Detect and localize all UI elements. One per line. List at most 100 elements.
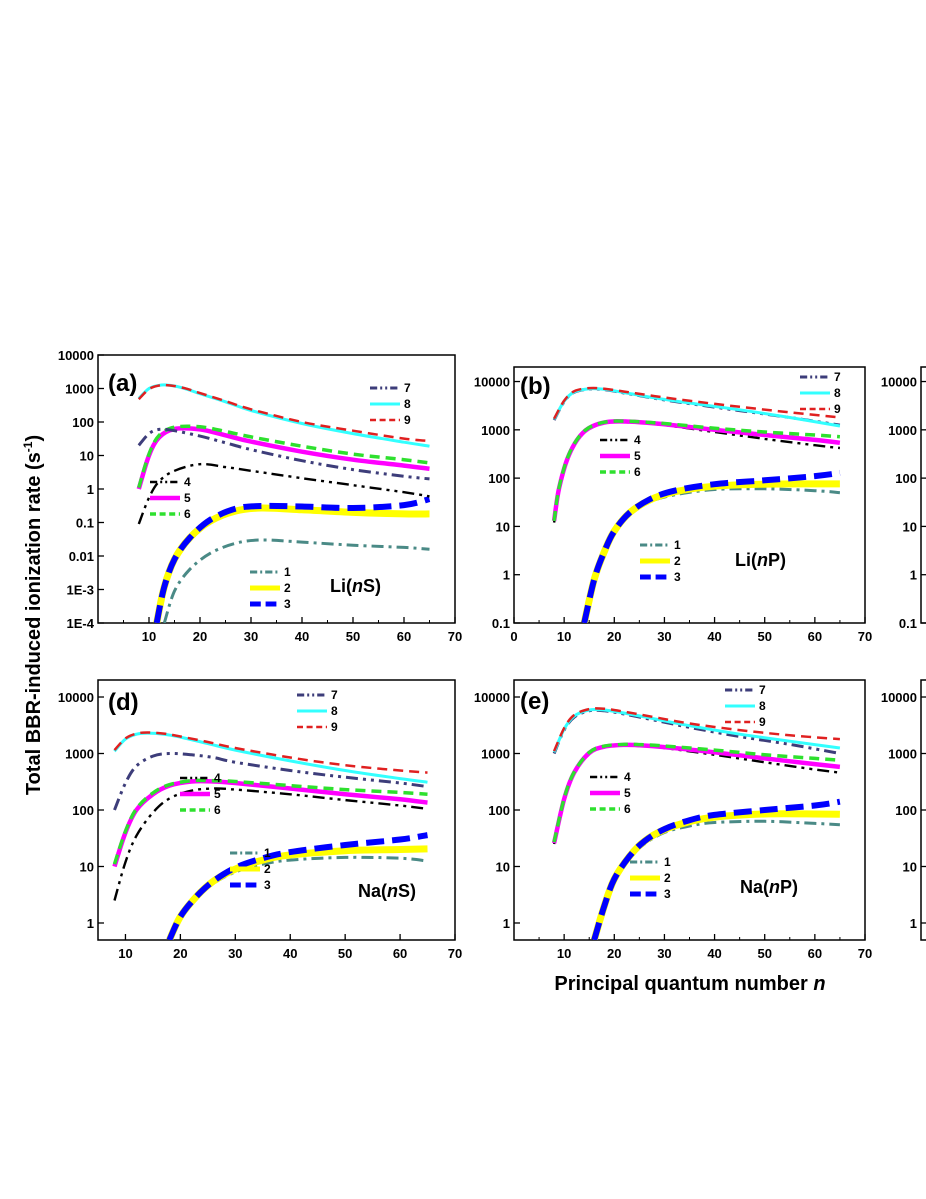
panel-c: 0.1 1 10 100 1000 10000 — [881, 366, 926, 631]
y-tick-label: 100 — [72, 415, 94, 430]
legend-label-2: 2 — [284, 581, 291, 595]
x-tick-label: 60 — [808, 946, 822, 961]
series-line-2 — [153, 504, 430, 623]
x-tick-label: 10 — [142, 629, 156, 644]
legend-label-8: 8 — [759, 699, 766, 713]
x-tick-label: 20 — [193, 629, 207, 644]
legend-label-2: 2 — [674, 554, 681, 568]
y-tick-label: 1E-3 — [67, 583, 94, 598]
y-tick-label: 10 — [80, 449, 94, 464]
panel-label: (d) — [108, 689, 139, 716]
x-tick-label: 40 — [707, 946, 721, 961]
x-tick-label: 30 — [657, 946, 671, 961]
plot-frame — [920, 366, 926, 624]
legend-label-9: 9 — [834, 402, 841, 416]
panel-f: 1 10 100 1000 10000 — [881, 679, 926, 941]
x-tick-label: 10 — [557, 946, 571, 961]
legend-label-7: 7 — [834, 370, 841, 384]
y-tick-label: 0.01 — [69, 549, 94, 564]
y-tick-label: 1E-4 — [67, 616, 95, 631]
y-tick-label: 10000 — [474, 375, 510, 390]
y-tick-label: 10 — [496, 519, 510, 534]
y-tick-label: 10000 — [881, 375, 917, 390]
y-tick-label: 10000 — [58, 690, 94, 705]
legend-label-3: 3 — [674, 570, 681, 584]
legend-label-4: 4 — [184, 475, 191, 489]
legend-label-8: 8 — [834, 386, 841, 400]
series-line-6 — [552, 742, 841, 843]
series-line-3 — [591, 798, 841, 940]
x-tick-label: 40 — [283, 946, 297, 961]
y-tick-label: 0.1 — [76, 516, 94, 531]
legend-label-2: 2 — [664, 871, 671, 885]
panel-e: 10 20 30 40 50 60 70 1 10 100 1000 10000 1 2 3 4 5 6 7 8 9 (e… — [474, 679, 872, 961]
y-tick-label: 10000 — [58, 348, 94, 363]
y-tick-label: 100 — [488, 471, 510, 486]
y-tick-label: 1000 — [888, 747, 917, 762]
x-tick-label: 30 — [228, 946, 242, 961]
legend-label-5: 5 — [634, 449, 641, 463]
y-tick-label: 0.1 — [899, 616, 917, 631]
x-tick-label: 20 — [173, 946, 187, 961]
series-line-9 — [137, 383, 430, 443]
atom-label: Na(nP) — [740, 877, 798, 897]
legend-label-3: 3 — [264, 878, 271, 892]
x-tick-label: 50 — [757, 629, 771, 644]
x-tick-label: 20 — [607, 946, 621, 961]
series-line-3 — [153, 496, 431, 623]
y-tick-label: 10 — [903, 859, 917, 874]
y-tick-label: 1 — [503, 916, 510, 931]
x-axis-title: Principal quantum number n — [554, 973, 825, 995]
series-line-3 — [166, 832, 428, 940]
x-tick-label: 10 — [557, 629, 571, 644]
legend-label-6: 6 — [184, 507, 191, 521]
y-tick-label: 1 — [910, 916, 917, 931]
y-tick-label: 1 — [87, 916, 94, 931]
legend-label-2: 2 — [264, 862, 271, 876]
panel-b: 0 10 20 30 40 50 60 70 0.1 1 10 100 1000 10000 1 2 3 4 5 6 7… — [474, 366, 872, 644]
plot-frame — [513, 366, 866, 624]
legend-label-1: 1 — [284, 565, 291, 579]
series-line-3 — [581, 469, 841, 623]
series-line-8 — [552, 387, 841, 428]
legend-label-8: 8 — [404, 397, 411, 411]
legend-label-6: 6 — [634, 465, 641, 479]
x-tick-label: 20 — [607, 629, 621, 644]
y-tick-label: 100 — [72, 803, 94, 818]
y-tick-label: 10 — [496, 859, 510, 874]
panel-label: (b) — [520, 373, 551, 400]
y-tick-label: 100 — [488, 803, 510, 818]
x-tick-label: 40 — [295, 629, 309, 644]
series-line-2 — [580, 480, 840, 623]
x-tick-label: 70 — [858, 629, 872, 644]
y-tick-label: 1000 — [481, 747, 510, 762]
x-tick-label: 70 — [858, 946, 872, 961]
atom-label: Na(nS) — [358, 881, 416, 901]
x-tick-label: 50 — [338, 946, 352, 961]
y-tick-label: 10 — [80, 859, 94, 874]
series-line-6 — [552, 419, 841, 522]
y-tick-label: 10000 — [881, 690, 917, 705]
legend-label-7: 7 — [404, 381, 411, 395]
panels: 10 20 30 40 50 60 701E-41E-30.010.111010010001… — [58, 348, 926, 961]
y-tick-label: 100 — [895, 471, 917, 486]
series-line-8 — [113, 731, 428, 784]
x-tick-label: 40 — [707, 629, 721, 644]
x-tick-label: 10 — [118, 946, 132, 961]
y-tick-label: 1 — [503, 568, 510, 583]
legend-label-8: 8 — [331, 704, 338, 718]
legend-label-6: 6 — [214, 803, 221, 817]
series-line-4 — [113, 787, 428, 901]
legend-label-7: 7 — [759, 683, 766, 697]
plot-frame — [97, 679, 456, 941]
x-tick-label: 60 — [397, 629, 411, 644]
panel-label: (a) — [108, 370, 137, 397]
x-tick-label: 0 — [510, 629, 517, 644]
legend-label-5: 5 — [184, 491, 191, 505]
legend-label-5: 5 — [624, 786, 631, 800]
legend-label-9: 9 — [331, 720, 338, 734]
legend-label-4: 4 — [624, 770, 631, 784]
legend-label-1: 1 — [264, 846, 271, 860]
series-line-1 — [162, 538, 430, 623]
series-line-9 — [113, 731, 428, 774]
